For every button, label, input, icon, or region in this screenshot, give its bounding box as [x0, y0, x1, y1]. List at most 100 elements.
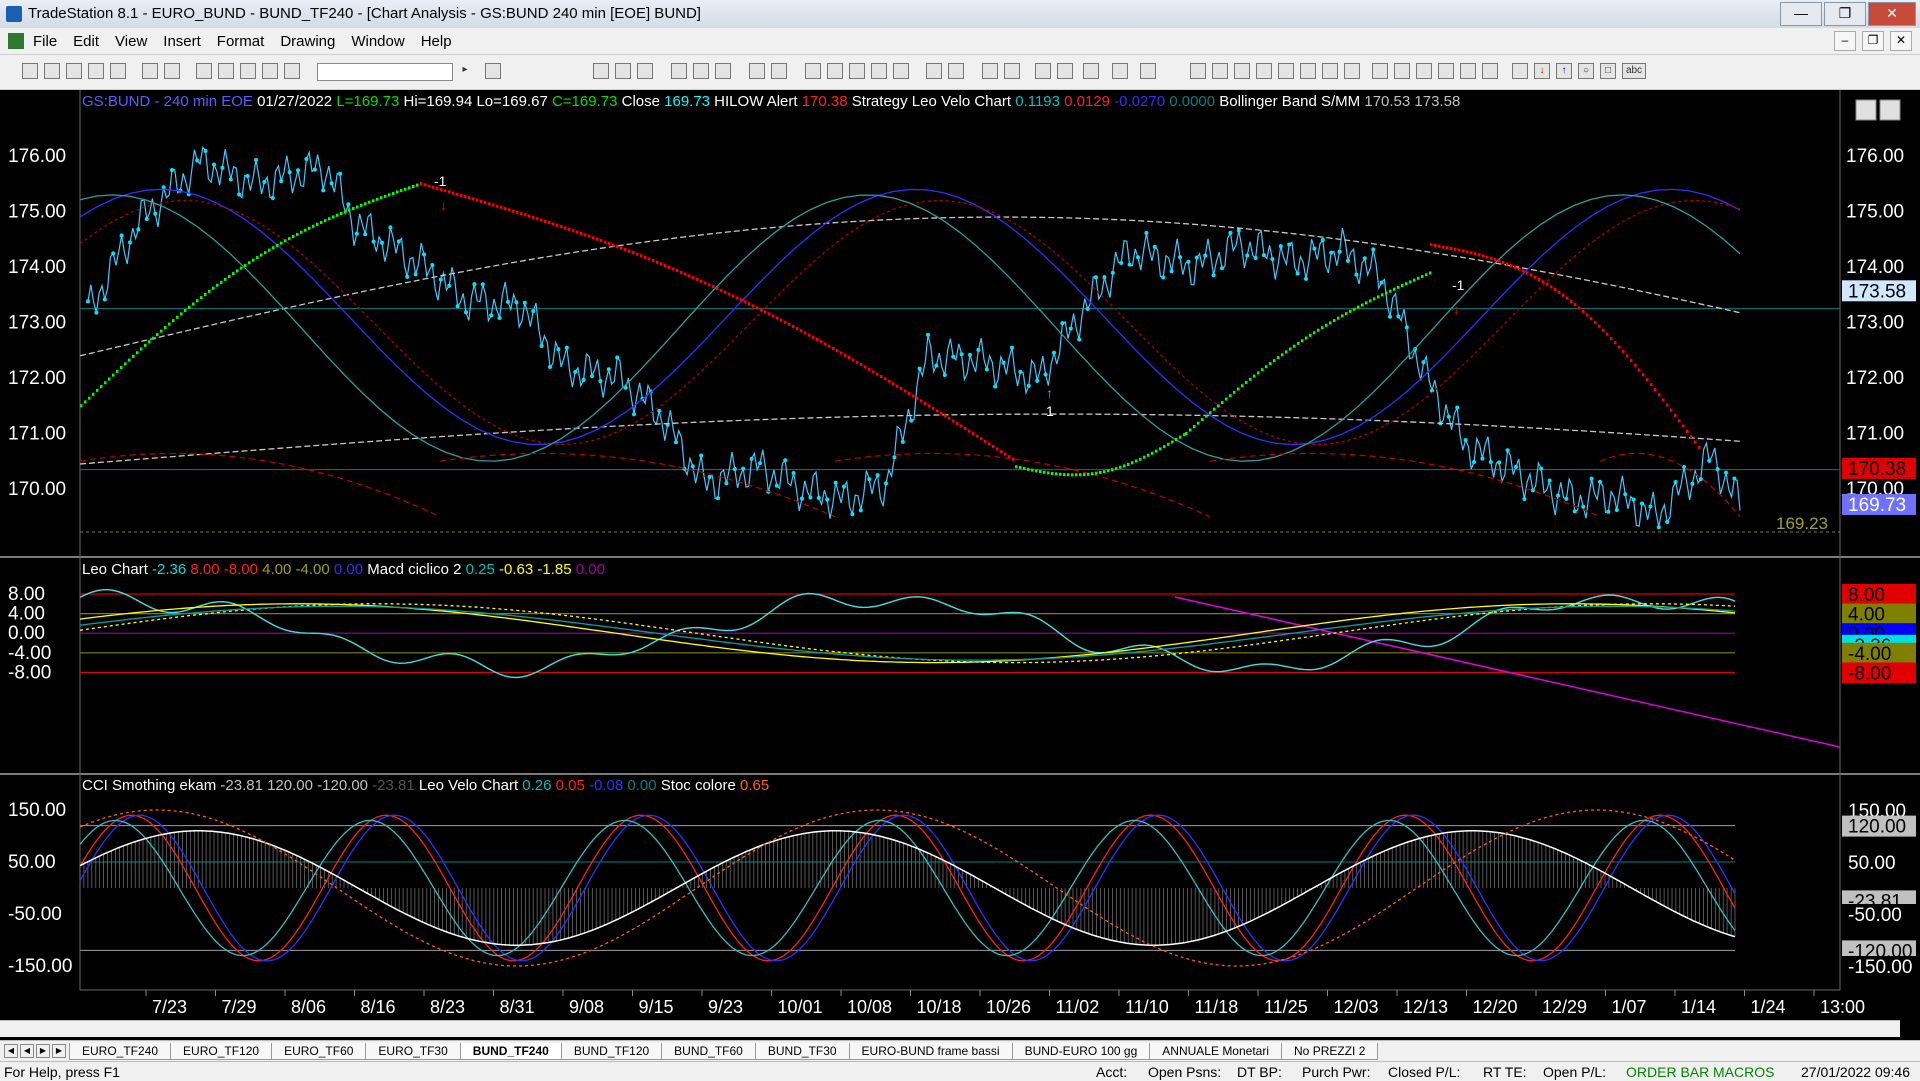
- tab-euro-tf30[interactable]: EURO_TF30: [365, 1043, 461, 1060]
- last-tab-icon[interactable]: ▶: [52, 1044, 66, 1058]
- save-chart-icon[interactable]: [871, 63, 887, 79]
- new-icon[interactable]: [22, 63, 38, 79]
- vertical-lines-icon[interactable]: [1212, 63, 1228, 79]
- parallel-icon[interactable]: [1416, 63, 1432, 79]
- candle-icon[interactable]: [849, 63, 865, 79]
- horizontal-scrollbar[interactable]: [0, 1020, 1900, 1037]
- zoom-out-icon[interactable]: [1004, 63, 1020, 79]
- time-label: 12/20: [1473, 997, 1518, 1017]
- close-button[interactable]: ✕: [1868, 2, 1916, 26]
- andrews-icon[interactable]: [1438, 63, 1454, 79]
- circle-icon[interactable]: ○: [1578, 63, 1594, 79]
- arrows-icon[interactable]: [1394, 63, 1410, 79]
- arrow-right-icon[interactable]: ▸: [462, 64, 468, 75]
- new-window-icon[interactable]: [66, 63, 82, 79]
- gann-icon[interactable]: [1322, 63, 1338, 79]
- pencil-icon[interactable]: [1482, 63, 1498, 79]
- next-tab-icon[interactable]: ▶: [36, 1044, 50, 1058]
- copy-icon[interactable]: [88, 63, 104, 79]
- settings-icon[interactable]: [693, 63, 709, 79]
- up-arrow-icon[interactable]: ↑: [1556, 63, 1572, 79]
- menu-edit[interactable]: Edit: [73, 33, 100, 50]
- panel2-info-item: -4.00: [291, 561, 329, 578]
- child-close-button[interactable]: ✕: [1890, 31, 1912, 51]
- horizontal-lines-icon[interactable]: [1234, 63, 1250, 79]
- print-icon[interactable]: [164, 63, 180, 79]
- child-restore-button[interactable]: ❐: [1862, 31, 1884, 51]
- fibonacci-icon[interactable]: [1256, 63, 1272, 79]
- indicator-icon[interactable]: [671, 63, 687, 79]
- price-point: [1463, 438, 1468, 443]
- rectangle-icon[interactable]: □: [1600, 63, 1616, 79]
- tools-icon[interactable]: [1083, 63, 1099, 79]
- price-point: [447, 283, 452, 288]
- strategy-icon[interactable]: [749, 63, 765, 79]
- menu-view[interactable]: View: [115, 33, 148, 50]
- tab-bund-tf120[interactable]: BUND_TF120: [560, 1043, 663, 1060]
- osc-label: -8.00: [1848, 663, 1891, 684]
- menu-window[interactable]: Window: [351, 33, 405, 50]
- menu-file[interactable]: File: [33, 33, 58, 50]
- bar-type-icon[interactable]: [827, 63, 843, 79]
- chart-area[interactable]: -1 ↓ 1 ↑ -1 ↓ 169.23 GS:BUND - 240 min EOE 01/2…: [0, 90, 1920, 1030]
- tab-bund-euro-100-gg[interactable]: BUND-EURO 100 gg: [1011, 1043, 1151, 1060]
- prev-tab-icon[interactable]: ◀: [20, 1044, 34, 1058]
- move-left-icon[interactable]: [926, 63, 942, 79]
- symbol-dropdown[interactable]: [317, 63, 453, 81]
- price-point: [1547, 478, 1552, 483]
- channel-icon[interactable]: [1300, 63, 1316, 79]
- tab-no-prezzi-2[interactable]: No PREZZI 2: [1281, 1043, 1379, 1060]
- minimize-button[interactable]: —: [1780, 2, 1822, 26]
- menu-drawing[interactable]: Drawing: [280, 33, 336, 50]
- magnet-icon[interactable]: [1112, 63, 1128, 79]
- refresh-icon[interactable]: [715, 63, 731, 79]
- bar-chart-icon[interactable]: [805, 63, 821, 79]
- child-minimize-button[interactable]: –: [1834, 31, 1856, 51]
- lock-icon[interactable]: [240, 63, 256, 79]
- tab-bund-tf30[interactable]: BUND_TF30: [754, 1043, 850, 1060]
- text-icon[interactable]: abc: [1622, 63, 1646, 79]
- price-point: [1698, 477, 1703, 482]
- zoom-in-icon[interactable]: [982, 63, 998, 79]
- template-icon[interactable]: [1140, 63, 1156, 79]
- trendline-icon[interactable]: [1190, 63, 1206, 79]
- macros-button[interactable]: MACROS: [1713, 1064, 1775, 1080]
- alert-icon[interactable]: [771, 63, 787, 79]
- speed-lines-icon[interactable]: [1344, 63, 1360, 79]
- find-icon[interactable]: [485, 63, 501, 79]
- tab-bund-tf60[interactable]: BUND_TF60: [661, 1043, 756, 1060]
- cross-icon[interactable]: [1057, 63, 1073, 79]
- pointer-icon[interactable]: [1035, 63, 1051, 79]
- tab-euro-bund-frame-bassi[interactable]: EURO-BUND frame bassi: [848, 1043, 1013, 1060]
- save-icon[interactable]: [142, 63, 158, 79]
- angle-icon[interactable]: [1372, 63, 1388, 79]
- tab-bund-tf240[interactable]: BUND_TF240: [459, 1043, 562, 1060]
- order-bar-button[interactable]: ORDER BAR: [1626, 1064, 1710, 1080]
- open-icon[interactable]: [44, 63, 60, 79]
- cluster-icon[interactable]: [893, 63, 909, 79]
- document-icon[interactable]: [8, 33, 24, 49]
- down-arrow-icon[interactable]: ↓: [1534, 63, 1550, 79]
- arc-icon[interactable]: [1460, 63, 1476, 79]
- tab-euro-tf60[interactable]: EURO_TF60: [271, 1043, 367, 1060]
- curve-icon[interactable]: [1512, 63, 1528, 79]
- menu-help[interactable]: Help: [420, 33, 452, 50]
- regression-icon[interactable]: [1278, 63, 1294, 79]
- first-tab-icon[interactable]: ◀: [4, 1044, 18, 1058]
- properties-icon[interactable]: [218, 63, 234, 79]
- price-point: [1043, 372, 1048, 377]
- format-icon[interactable]: [615, 63, 631, 79]
- menu-insert[interactable]: Insert: [163, 33, 201, 50]
- move-right-icon[interactable]: [948, 63, 964, 79]
- tab-annuale-monetari[interactable]: ANNUALE Monetari: [1149, 1043, 1283, 1060]
- tab-euro-tf120[interactable]: EURO_TF120: [170, 1043, 273, 1060]
- chart-icon[interactable]: [593, 63, 609, 79]
- tab-euro-tf240[interactable]: EURO_TF240: [69, 1043, 172, 1060]
- palette-icon[interactable]: [284, 63, 300, 79]
- network-icon[interactable]: [262, 63, 278, 79]
- table-icon[interactable]: [637, 63, 653, 79]
- restore-button[interactable]: ❐: [1824, 2, 1866, 26]
- paste-icon[interactable]: [110, 63, 126, 79]
- menu-format[interactable]: Format: [216, 33, 265, 50]
- duplicate-icon[interactable]: [196, 63, 212, 79]
